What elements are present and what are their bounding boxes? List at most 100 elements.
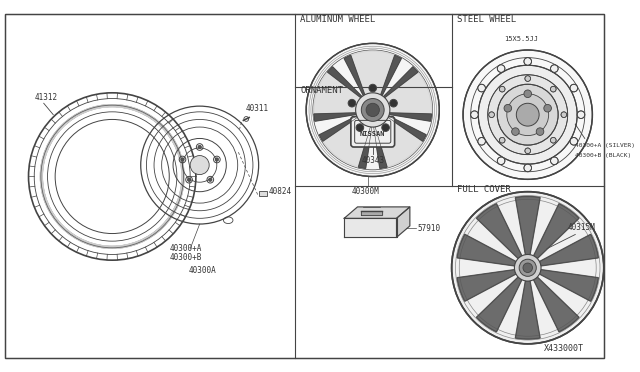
Circle shape	[550, 137, 556, 143]
Circle shape	[519, 259, 536, 276]
Circle shape	[523, 263, 532, 273]
Circle shape	[348, 99, 356, 107]
Circle shape	[356, 124, 364, 131]
Text: 41312: 41312	[34, 93, 58, 102]
Circle shape	[188, 178, 191, 182]
Polygon shape	[397, 207, 410, 237]
Text: X433000T: X433000T	[544, 344, 584, 353]
Circle shape	[524, 58, 532, 65]
Polygon shape	[375, 118, 426, 168]
Polygon shape	[344, 218, 397, 237]
Polygon shape	[457, 270, 516, 301]
Circle shape	[362, 99, 384, 121]
Circle shape	[570, 84, 578, 92]
Polygon shape	[314, 68, 361, 120]
Text: 40300M: 40300M	[352, 187, 380, 196]
Text: 40300+A: 40300+A	[169, 244, 202, 253]
Circle shape	[209, 178, 212, 182]
Polygon shape	[319, 116, 357, 141]
Text: NISSAN: NISSAN	[360, 131, 385, 137]
Circle shape	[470, 111, 478, 119]
Polygon shape	[314, 113, 356, 121]
Polygon shape	[383, 67, 418, 97]
Circle shape	[550, 157, 558, 164]
Circle shape	[180, 158, 184, 161]
Circle shape	[489, 112, 495, 118]
Polygon shape	[476, 277, 522, 332]
Text: 40300+B (BLACK): 40300+B (BLACK)	[575, 154, 632, 158]
Circle shape	[452, 192, 604, 344]
Polygon shape	[374, 127, 387, 169]
Text: ALUMINUM WHEEL: ALUMINUM WHEEL	[300, 15, 376, 23]
Circle shape	[550, 86, 556, 92]
Polygon shape	[385, 68, 432, 120]
Circle shape	[499, 86, 505, 92]
Circle shape	[504, 105, 511, 112]
Circle shape	[536, 128, 544, 135]
Circle shape	[463, 50, 593, 179]
Circle shape	[525, 148, 531, 154]
Circle shape	[488, 75, 568, 155]
Circle shape	[366, 103, 380, 116]
Circle shape	[215, 158, 219, 161]
Text: 15X5.5JJ: 15X5.5JJ	[504, 35, 538, 42]
Circle shape	[515, 254, 541, 281]
Circle shape	[524, 164, 532, 172]
Polygon shape	[320, 118, 371, 168]
Polygon shape	[328, 67, 362, 97]
Circle shape	[524, 90, 532, 97]
Circle shape	[561, 112, 566, 118]
Text: STEEL WHEEL: STEEL WHEEL	[458, 15, 516, 23]
Circle shape	[497, 65, 505, 73]
Circle shape	[390, 99, 397, 107]
Circle shape	[369, 84, 376, 92]
Text: 40311: 40311	[245, 104, 268, 113]
Polygon shape	[344, 207, 410, 218]
Text: 40315M: 40315M	[568, 223, 595, 232]
Circle shape	[507, 94, 548, 136]
FancyBboxPatch shape	[351, 116, 395, 147]
Circle shape	[478, 138, 485, 145]
Bar	[259, 191, 267, 196]
Polygon shape	[388, 116, 426, 141]
Circle shape	[497, 157, 505, 164]
Circle shape	[478, 84, 485, 92]
Polygon shape	[540, 270, 598, 301]
Polygon shape	[515, 281, 540, 339]
Polygon shape	[358, 127, 372, 169]
Circle shape	[525, 76, 531, 81]
Circle shape	[497, 84, 558, 145]
Circle shape	[382, 124, 389, 131]
Circle shape	[478, 65, 577, 164]
Text: 40300A: 40300A	[188, 266, 216, 275]
Circle shape	[499, 137, 505, 143]
Polygon shape	[476, 204, 522, 259]
Circle shape	[550, 65, 558, 73]
Polygon shape	[344, 55, 365, 96]
Polygon shape	[457, 234, 516, 266]
Polygon shape	[540, 234, 598, 266]
Text: ORNAMENT: ORNAMENT	[300, 86, 344, 95]
Circle shape	[511, 128, 519, 135]
Polygon shape	[389, 113, 431, 121]
Polygon shape	[534, 204, 579, 259]
Circle shape	[570, 138, 578, 145]
Polygon shape	[381, 55, 401, 96]
Polygon shape	[515, 196, 540, 255]
Circle shape	[190, 155, 209, 174]
Polygon shape	[534, 277, 579, 332]
Circle shape	[544, 105, 552, 112]
Text: 40300+A (SILVER): 40300+A (SILVER)	[575, 143, 636, 148]
Polygon shape	[345, 51, 401, 95]
Circle shape	[356, 93, 390, 127]
Circle shape	[577, 111, 585, 119]
Circle shape	[516, 103, 539, 126]
Text: 40824: 40824	[269, 187, 292, 196]
Polygon shape	[362, 211, 382, 215]
Text: 57910: 57910	[417, 224, 440, 233]
Text: FULL COVER: FULL COVER	[458, 185, 511, 194]
Text: 40300+B: 40300+B	[169, 253, 202, 262]
Circle shape	[198, 145, 202, 149]
Circle shape	[306, 44, 439, 176]
Text: 40343: 40343	[362, 156, 385, 165]
